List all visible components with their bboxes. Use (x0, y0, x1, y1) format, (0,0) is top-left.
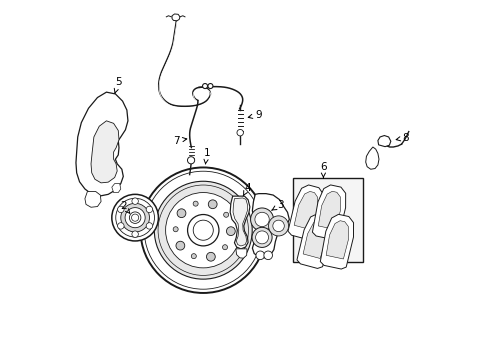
Circle shape (132, 231, 138, 237)
Text: 5: 5 (114, 77, 122, 93)
Circle shape (140, 167, 265, 293)
Polygon shape (365, 147, 378, 169)
Text: 2: 2 (120, 201, 129, 213)
Circle shape (112, 194, 158, 241)
Circle shape (272, 220, 284, 231)
Circle shape (254, 212, 269, 226)
Polygon shape (303, 220, 326, 258)
Polygon shape (233, 198, 247, 246)
Polygon shape (312, 185, 345, 240)
Circle shape (191, 254, 196, 259)
Polygon shape (296, 213, 331, 269)
Circle shape (226, 227, 235, 235)
Polygon shape (235, 249, 246, 258)
Polygon shape (85, 192, 101, 207)
Circle shape (208, 200, 217, 209)
Circle shape (121, 203, 149, 232)
Circle shape (207, 84, 212, 89)
Circle shape (202, 84, 207, 89)
Circle shape (165, 193, 241, 268)
Polygon shape (377, 135, 390, 147)
Polygon shape (91, 121, 119, 183)
Circle shape (237, 130, 243, 136)
Circle shape (118, 206, 124, 213)
Circle shape (264, 251, 272, 260)
Text: 4: 4 (243, 183, 250, 196)
Circle shape (255, 251, 264, 260)
Circle shape (250, 208, 273, 231)
Text: 1: 1 (203, 148, 210, 164)
Circle shape (206, 252, 215, 261)
Text: 6: 6 (320, 162, 326, 178)
Circle shape (129, 212, 141, 224)
Polygon shape (294, 192, 317, 230)
Circle shape (173, 227, 178, 232)
Circle shape (125, 208, 145, 228)
Circle shape (222, 245, 227, 250)
Polygon shape (318, 191, 340, 230)
Circle shape (154, 181, 252, 279)
Circle shape (118, 223, 124, 229)
Circle shape (223, 212, 228, 217)
Circle shape (132, 198, 138, 204)
Circle shape (187, 215, 219, 246)
Polygon shape (112, 184, 121, 193)
Text: 9: 9 (248, 110, 262, 120)
Circle shape (193, 201, 198, 206)
Text: 8: 8 (395, 133, 408, 143)
Text: 7: 7 (173, 136, 186, 145)
Polygon shape (76, 92, 128, 196)
Circle shape (268, 216, 288, 236)
Polygon shape (252, 194, 289, 258)
Circle shape (251, 227, 271, 247)
Circle shape (255, 231, 268, 244)
Polygon shape (287, 185, 323, 240)
Polygon shape (230, 196, 249, 249)
Bar (292, 178, 362, 262)
Circle shape (146, 223, 152, 229)
Circle shape (176, 241, 184, 250)
Polygon shape (325, 221, 348, 259)
Circle shape (187, 157, 194, 164)
Circle shape (146, 206, 152, 213)
Polygon shape (172, 14, 180, 21)
Polygon shape (320, 214, 353, 269)
Text: 3: 3 (271, 200, 283, 210)
Circle shape (177, 209, 185, 217)
